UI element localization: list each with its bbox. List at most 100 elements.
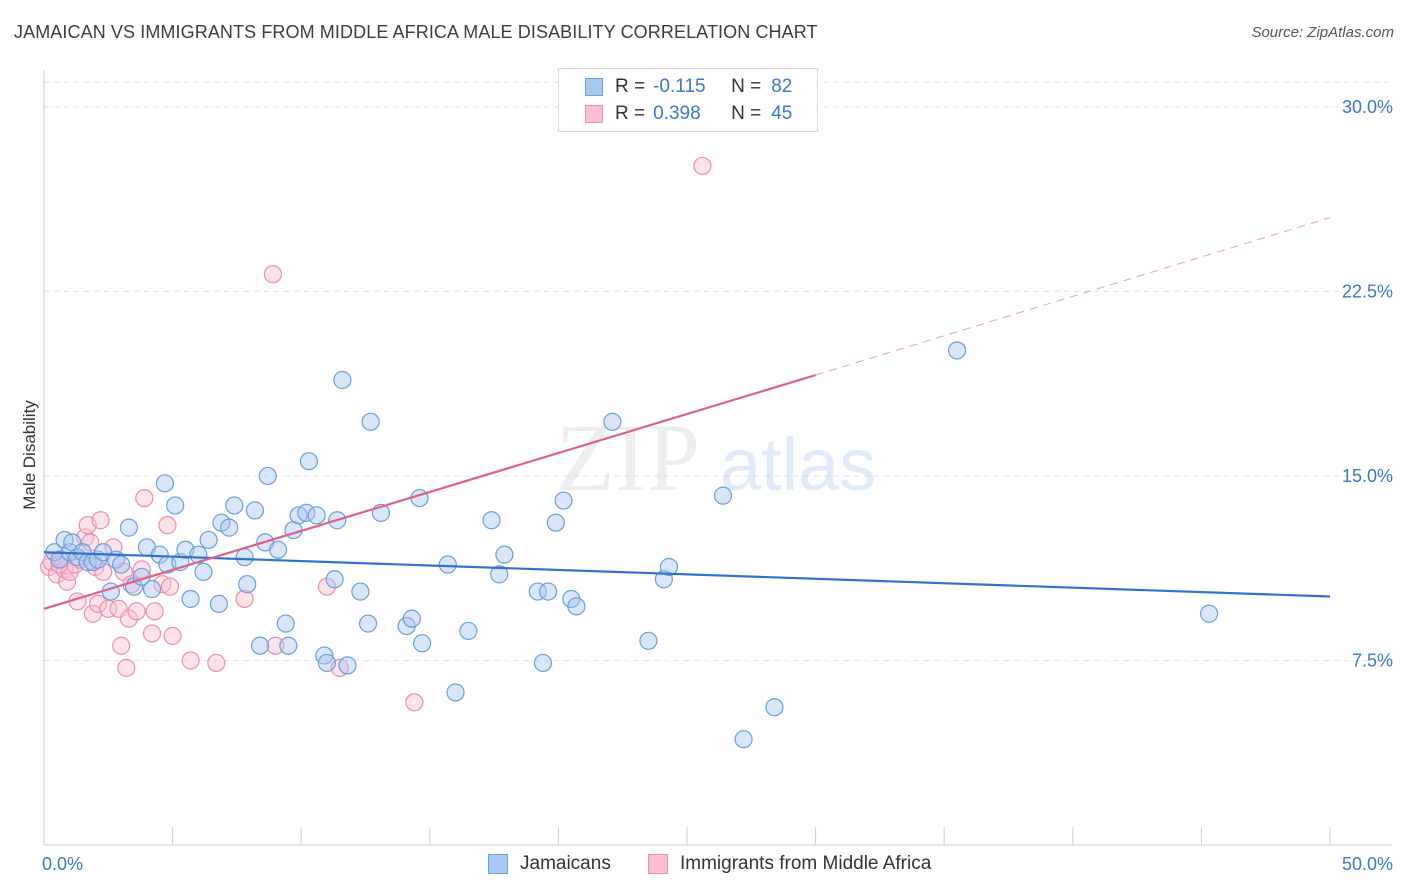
jamaicans-point	[258, 466, 277, 486]
middle-africa-point	[266, 636, 285, 655]
axes	[43, 70, 1392, 846]
middle-africa-point	[91, 511, 110, 530]
grid-lines	[44, 81, 1392, 661]
legend-swatch-blue	[585, 78, 603, 96]
bottom-legend-swatch-pink	[648, 854, 668, 874]
legend-n-value: 82	[771, 76, 793, 97]
jamaicans-point	[209, 594, 228, 613]
legend-swatch-pink	[585, 105, 603, 123]
legend-n-label: N =	[731, 76, 762, 97]
middle-africa-point	[142, 624, 162, 643]
jamaicans-point	[181, 589, 200, 609]
watermark: ZIP atlas	[556, 404, 876, 511]
legend-r-label: R =	[615, 103, 646, 124]
jamaicans-point	[166, 496, 185, 515]
middle-africa-point	[117, 658, 136, 677]
bottom-legend-label: Immigrants from Middle Africa	[680, 853, 932, 874]
middle-africa-point	[405, 693, 424, 712]
legend: R = -0.115 N = 82 R = 0.398 N = 45	[558, 68, 818, 132]
legend-r-value: 0.398	[653, 103, 701, 124]
jamaicans-point	[546, 513, 565, 532]
jamaicans-point	[659, 557, 679, 577]
middle-africa-point	[132, 560, 151, 579]
jamaicans-point	[533, 653, 553, 673]
y-tick-label: 7.5%	[1352, 650, 1393, 670]
jamaicans-point	[765, 698, 784, 717]
jamaicans-point	[1200, 604, 1219, 623]
jamaicans-point	[358, 614, 378, 633]
jamaicans-point	[199, 530, 218, 550]
chart-title: JAMAICAN VS IMMIGRANTS FROM MIDDLE AFRIC…	[14, 22, 818, 42]
middle-africa-point	[181, 651, 200, 670]
jamaicans-point	[268, 540, 288, 559]
jamaicans-point	[402, 609, 421, 628]
legend-n-label: N =	[731, 103, 762, 124]
jamaicans-point	[567, 597, 586, 616]
y-tick-label: 30.0%	[1342, 97, 1393, 117]
watermark-zip: ZIP	[556, 404, 700, 511]
jamaicans-point	[495, 545, 514, 564]
jamaicans-point	[713, 486, 733, 505]
jamaicans-point	[155, 474, 174, 493]
jamaicans-point	[225, 496, 244, 515]
bottom-legend-label: Jamaicans	[520, 853, 611, 874]
x-tick-label-right: 50.0%	[1342, 854, 1393, 874]
middle-africa-point	[207, 653, 226, 673]
jamaicans-point	[539, 582, 558, 601]
jamaicans-point	[299, 452, 319, 471]
legend-r-value: -0.115	[653, 76, 706, 97]
source-credit: Source: ZipAtlas.com	[1251, 24, 1394, 41]
y-axis-label: Male Disability	[20, 400, 39, 510]
bottom-legend-middle-africa: Immigrants from Middle Africa	[648, 852, 931, 876]
jamaicans-point	[482, 511, 501, 530]
y-tick-label: 15.0%	[1342, 466, 1393, 486]
jamaicans-point	[528, 582, 547, 601]
jamaicans-point	[639, 631, 658, 650]
middle-africa-point	[263, 265, 283, 284]
jamaicans-point	[325, 570, 344, 589]
jamaicans-point	[490, 565, 509, 584]
jamaicans-point	[279, 636, 298, 655]
jamaicans-point	[194, 562, 213, 582]
middle-africa-trend-extension	[815, 217, 1331, 376]
middle-africa-point	[135, 488, 154, 508]
legend-row-jamaicans: R = -0.115 N = 82	[585, 75, 792, 99]
y-tick-label: 22.5%	[1342, 281, 1393, 301]
middle-africa-point	[163, 626, 182, 645]
jamaicans-point	[333, 370, 352, 390]
trend-lines	[43, 217, 1331, 610]
jamaicans-point	[554, 491, 573, 510]
middle-africa-point	[127, 602, 146, 621]
middle-africa-point	[112, 636, 131, 655]
jamaicans-point	[315, 646, 334, 665]
jamaicans-point	[317, 653, 337, 673]
middle-africa-point	[693, 156, 712, 176]
bottom-legend-jamaicans: Jamaicans	[488, 852, 611, 876]
jamaicans-point	[250, 636, 270, 655]
middle-africa-point	[160, 577, 180, 596]
jamaicans-point	[235, 548, 254, 567]
legend-n-value: 45	[771, 103, 793, 124]
jamaicans-point	[338, 656, 357, 675]
bottom-legend-swatch-blue	[488, 854, 508, 874]
watermark-atlas: atlas	[720, 423, 876, 506]
jamaicans-point	[50, 550, 69, 569]
jamaicans-trend-line	[43, 551, 1331, 598]
tick-labels: 7.5% 15.0% 22.5% 30.0% 0.0% 50.0%	[42, 97, 1393, 874]
middle-africa-point	[235, 589, 254, 609]
jamaicans-point	[119, 518, 138, 537]
jamaicans-point	[734, 730, 753, 749]
jamaicans-point	[459, 621, 478, 641]
jamaicans-point	[947, 341, 967, 360]
jamaicans-point	[307, 506, 326, 525]
middle-africa-point	[119, 609, 138, 628]
jamaicans-point	[412, 634, 432, 653]
jamaicans-point	[603, 412, 622, 431]
middle-africa-trend-line	[43, 374, 816, 610]
middle-africa-point	[88, 594, 108, 613]
middle-africa-point	[81, 533, 100, 552]
legend-row-middle-africa: R = 0.398 N = 45	[585, 102, 792, 126]
x-tick-label-left: 0.0%	[42, 854, 83, 874]
middle-africa-point	[158, 516, 177, 535]
